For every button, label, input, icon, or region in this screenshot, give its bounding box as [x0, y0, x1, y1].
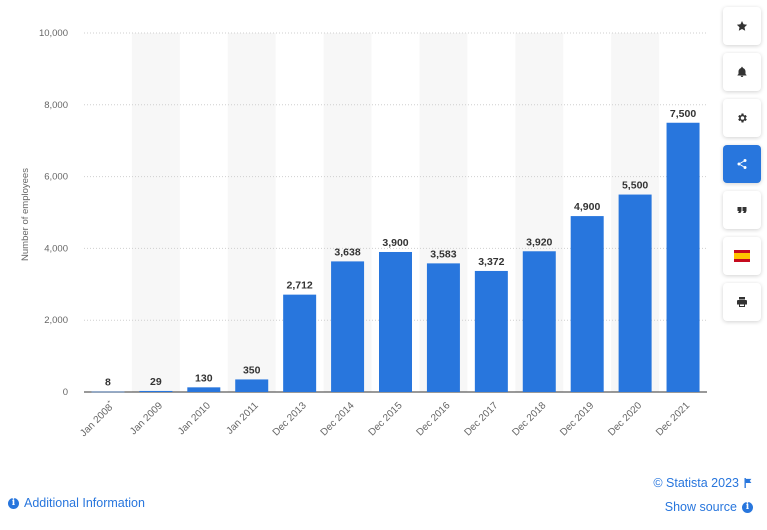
data-label: 4,900: [574, 201, 600, 213]
data-label: 3,583: [430, 248, 456, 260]
x-tick-label: Dec 2015: [367, 400, 405, 438]
print-icon: [737, 297, 747, 307]
bar: [187, 387, 221, 392]
data-label: 350: [243, 364, 261, 376]
data-label: 3,920: [526, 236, 552, 248]
bar: [235, 379, 269, 392]
print-button[interactable]: [723, 283, 761, 321]
bar: [474, 270, 508, 392]
data-label: 8: [105, 377, 111, 389]
bar: [618, 194, 652, 392]
y-tick-label: 0: [63, 387, 68, 398]
bar-chart: 0 2,000 4,000 6,000 8,000 10,000 Number of emp…: [20, 28, 707, 439]
additional-information-label: Additional Information: [24, 496, 145, 510]
data-label: 3,900: [382, 237, 408, 249]
x-tick-label: Dec 2014: [319, 400, 357, 438]
bar: [379, 251, 412, 392]
x-tick-label: Dec 2018: [510, 400, 548, 438]
language-button[interactable]: [723, 237, 761, 275]
bar: [283, 294, 317, 392]
notification-button[interactable]: [723, 53, 761, 91]
bar: [331, 261, 365, 392]
x-tick-label: Dec 2016: [414, 400, 452, 438]
bar: [426, 263, 460, 392]
data-label: 29: [150, 376, 162, 388]
share-button[interactable]: [723, 145, 761, 183]
y-tick-label: 10,000: [39, 28, 68, 39]
bar: [91, 391, 125, 393]
x-tick-label: Dec 2020: [606, 400, 644, 438]
show-source-label: Show source: [664, 500, 737, 514]
y-tick-label: 8,000: [44, 100, 68, 111]
x-tick-label: Jan 2008*: [78, 399, 118, 439]
x-tick-label: Jan 2010: [176, 400, 213, 437]
bar: [522, 251, 556, 392]
x-tick-label: Jan 2011: [225, 400, 262, 437]
column-band: [131, 33, 180, 392]
data-label: 3,638: [334, 246, 360, 258]
show-source-link[interactable]: Show source i: [653, 499, 753, 515]
y-tick-label: 4,000: [44, 243, 68, 254]
bar: [570, 216, 604, 392]
x-tick-label: Jan 2009: [128, 400, 165, 437]
data-label: 7,500: [670, 108, 696, 120]
x-tick-label: Dec 2019: [558, 400, 596, 438]
y-tick-label: 2,000: [44, 315, 68, 326]
additional-information-link[interactable]: i Additional Information: [8, 496, 145, 510]
column-band: [227, 33, 276, 392]
favorite-button[interactable]: [723, 7, 761, 45]
bar: [139, 390, 173, 392]
footer-right: © Statista 2023 Show source i: [653, 475, 753, 523]
x-tick-label: Dec 2021: [654, 400, 692, 438]
settings-button[interactable]: [723, 99, 761, 137]
flag-es-icon: [734, 250, 750, 262]
data-label: 5,500: [622, 180, 648, 192]
y-axis-label: Number of employees: [20, 168, 31, 261]
x-tick-label: Dec 2013: [271, 400, 309, 438]
data-label: 130: [195, 372, 213, 384]
bar: [666, 122, 700, 392]
quote-icon: [737, 207, 747, 213]
info-icon: i: [8, 497, 19, 509]
star-icon: [736, 21, 748, 31]
info-icon: i: [742, 501, 753, 513]
copyright-label: © Statista 2023: [653, 476, 739, 490]
chart-toolbar: [723, 7, 761, 329]
gear-icon: [738, 113, 747, 123]
share-icon: [737, 159, 747, 169]
flag-icon: [744, 478, 752, 488]
x-tick-label: Dec 2017: [462, 400, 500, 438]
copyright-link[interactable]: © Statista 2023: [653, 475, 753, 491]
bell-icon: [737, 66, 747, 77]
data-label: 2,712: [287, 280, 313, 292]
y-tick-label: 6,000: [44, 172, 68, 183]
cite-button[interactable]: [723, 191, 761, 229]
data-label: 3,372: [478, 256, 504, 268]
